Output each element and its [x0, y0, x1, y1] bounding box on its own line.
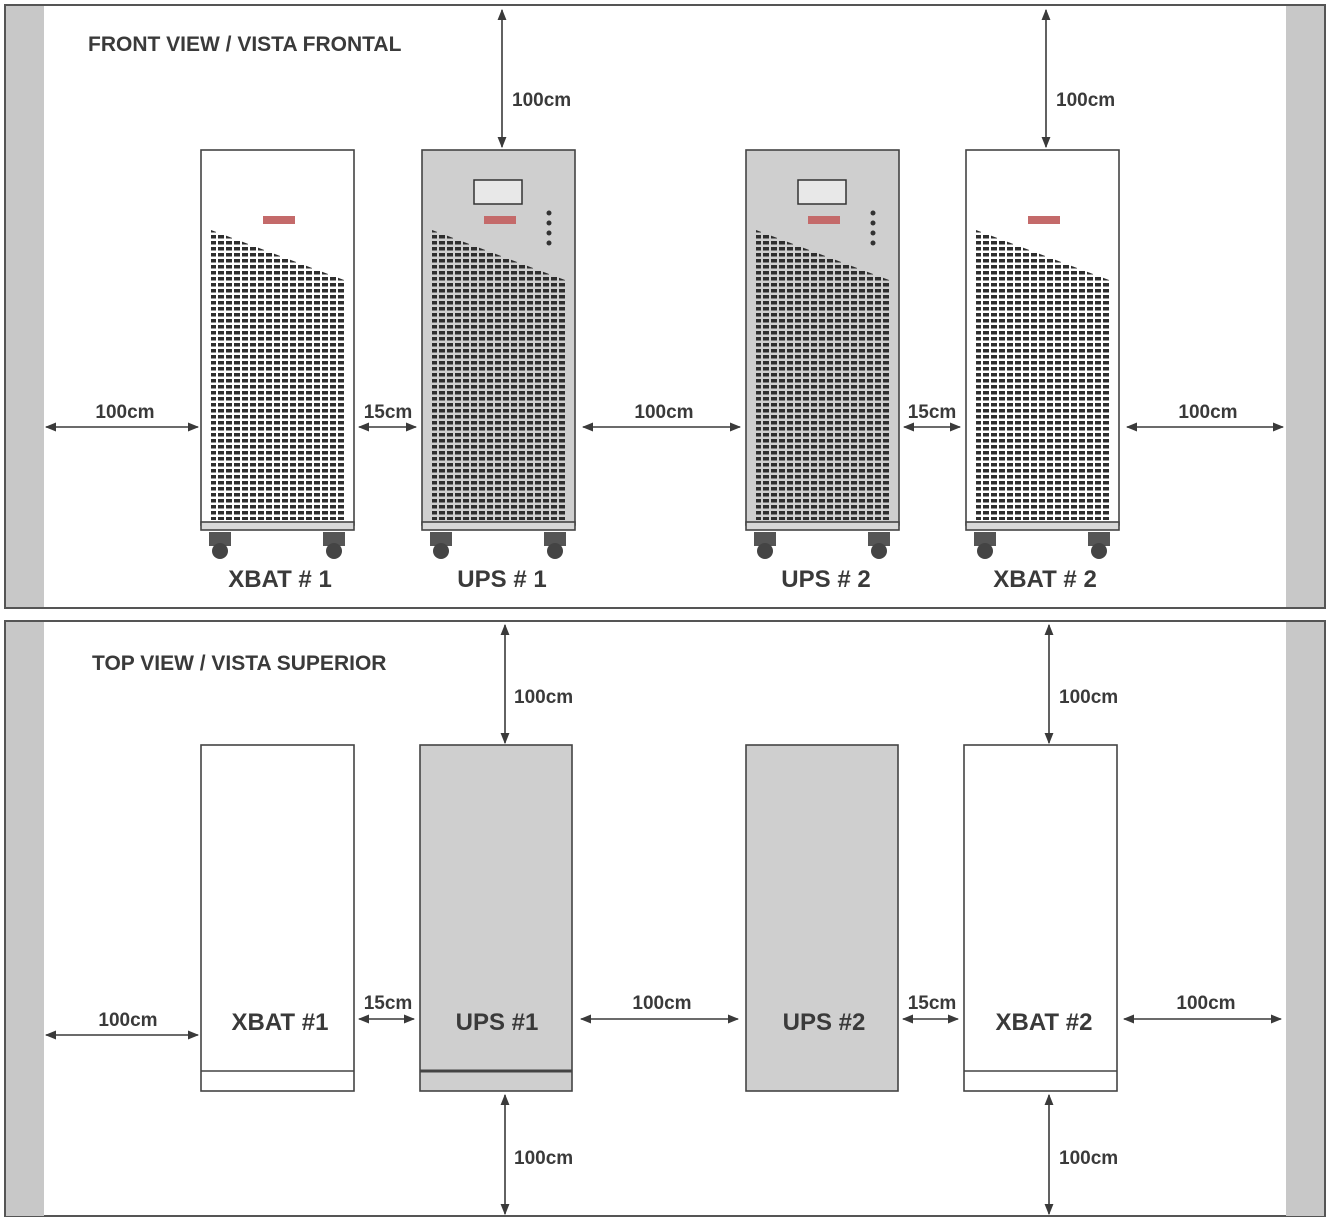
- status-leds-icon: [546, 210, 552, 246]
- top-top-right-dim: 100cm: [1059, 687, 1118, 708]
- caster-icon: [209, 532, 231, 559]
- caster-icon: [544, 532, 566, 559]
- top-xbat-2-cabinet: [963, 744, 1118, 1092]
- front-wall-right-dim: 100cm: [1178, 402, 1237, 423]
- top-view-panel: TOP VIEW / VISTA SUPERIOR XBAT #1 UPS #1…: [4, 620, 1326, 1217]
- top-bottom-left-dim: 100cm: [514, 1148, 573, 1169]
- status-leds-icon: [870, 210, 876, 246]
- top-ups-1-label: UPS #1: [456, 1009, 539, 1036]
- front-center-dim: 100cm: [634, 402, 693, 423]
- brand-logo-icon: [1028, 216, 1060, 224]
- top-view-title: TOP VIEW / VISTA SUPERIOR: [92, 652, 386, 675]
- front-xbat-1-label: XBAT # 1: [228, 566, 332, 593]
- front-ups-1-label: UPS # 1: [457, 566, 546, 593]
- left-wall: [6, 622, 44, 1216]
- front-top-left-dim: 100cm: [512, 90, 571, 111]
- top-ups-2-cabinet: [745, 744, 899, 1092]
- caster-icon: [1088, 532, 1110, 559]
- lcd-display-icon: [797, 179, 847, 205]
- front-xbat-1-cabinet: [200, 149, 355, 559]
- front-wall-left-dim: 100cm: [95, 402, 154, 423]
- right-wall: [1286, 622, 1324, 1216]
- front-ups-1-cabinet: [421, 149, 576, 559]
- caster-icon: [974, 532, 996, 559]
- top-xbat-1-label: XBAT #1: [232, 1009, 329, 1036]
- front-view-panel: FRONT VIEW / VISTA FRONTAL: [4, 4, 1326, 609]
- front-xbat-2-cabinet: [965, 149, 1120, 559]
- caster-icon: [754, 532, 776, 559]
- front-gap-left-dim: 15cm: [364, 402, 413, 423]
- right-wall: [1286, 6, 1324, 607]
- brand-logo-icon: [484, 216, 516, 224]
- top-ups-1-cabinet: [419, 744, 573, 1092]
- brand-logo-icon: [808, 216, 840, 224]
- top-ups-2-label: UPS #2: [783, 1009, 866, 1036]
- front-gap-right-dim: 15cm: [908, 402, 957, 423]
- caster-icon: [323, 532, 345, 559]
- top-wall-left-dim: 100cm: [98, 1010, 157, 1031]
- brand-logo-icon: [263, 216, 295, 224]
- top-xbat-1-cabinet: [200, 744, 355, 1092]
- caster-icon: [868, 532, 890, 559]
- top-center-dim: 100cm: [632, 993, 691, 1014]
- top-bottom-right-dim: 100cm: [1059, 1148, 1118, 1169]
- lcd-display-icon: [473, 179, 523, 205]
- front-ups-2-label: UPS # 2: [781, 566, 870, 593]
- front-view-title: FRONT VIEW / VISTA FRONTAL: [88, 33, 402, 56]
- top-top-left-dim: 100cm: [514, 687, 573, 708]
- front-top-right-dim: 100cm: [1056, 90, 1115, 111]
- top-xbat-2-label: XBAT #2: [996, 1009, 1093, 1036]
- top-gap-right-dim: 15cm: [908, 993, 957, 1014]
- front-xbat-2-label: XBAT # 2: [993, 566, 1097, 593]
- front-ups-2-cabinet: [745, 149, 900, 559]
- top-gap-left-dim: 15cm: [364, 993, 413, 1014]
- top-wall-right-dim: 100cm: [1176, 993, 1235, 1014]
- caster-icon: [430, 532, 452, 559]
- left-wall: [6, 6, 44, 607]
